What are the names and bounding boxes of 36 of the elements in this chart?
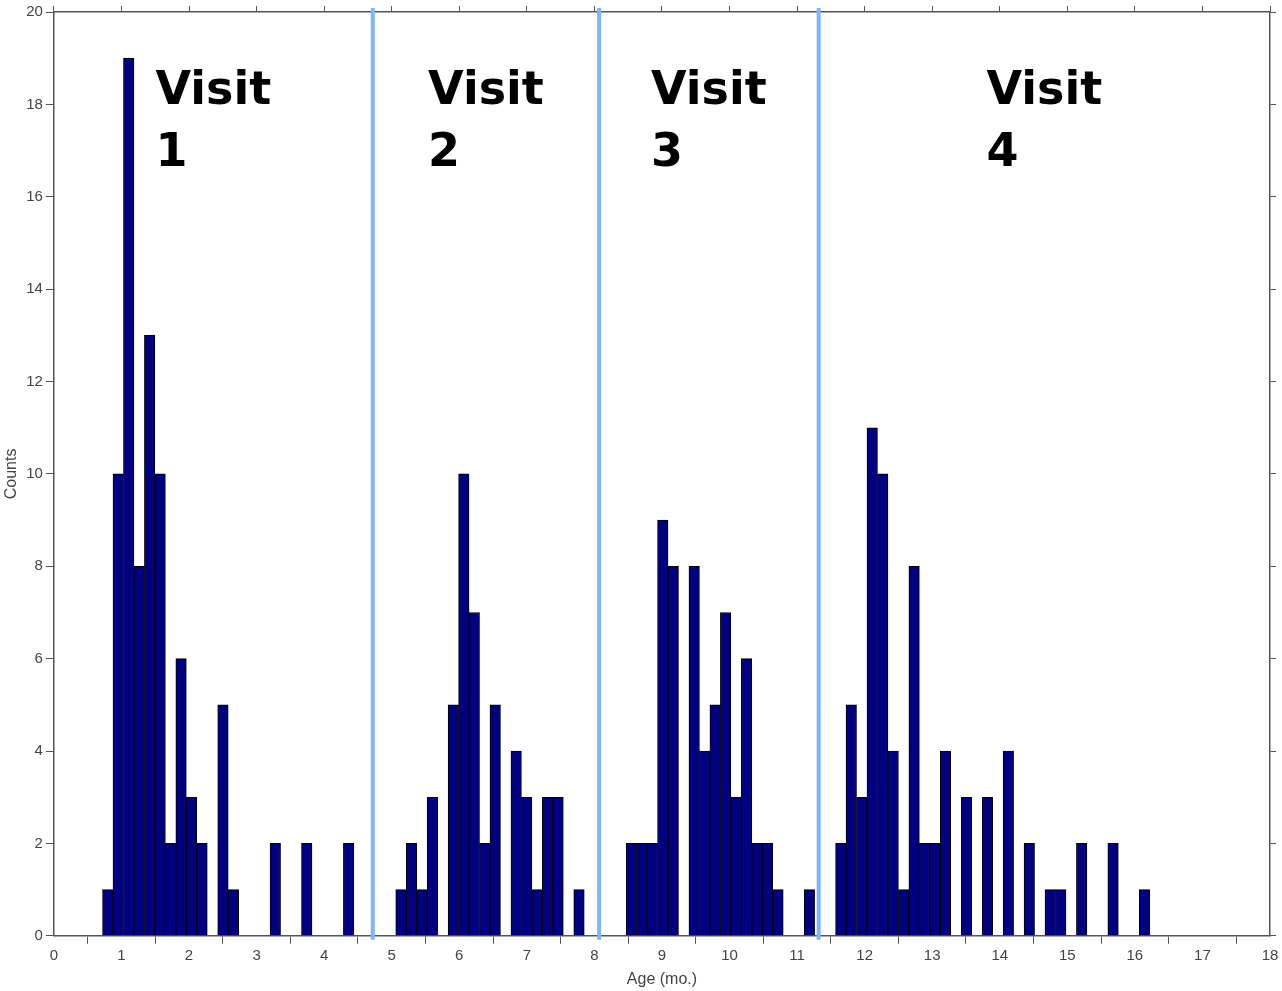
x-tick-label: 15: [1058, 945, 1076, 963]
x-tick-label: 12: [856, 945, 873, 963]
y-tick-label: 20: [26, 2, 43, 20]
y-tick-label: 12: [26, 371, 43, 389]
x-tick-label: 16: [1126, 945, 1144, 963]
x-tick-label: 11: [789, 945, 805, 963]
annotation: Visit 1: [155, 60, 272, 177]
y-tick-label: 6: [34, 648, 43, 666]
x-tick-label: 8: [590, 945, 599, 963]
annotation: Visit 3: [651, 60, 767, 177]
y-tick-label: 0: [34, 925, 43, 943]
x-tick-label: 2: [184, 945, 194, 963]
annotation: Visit 2: [428, 60, 544, 177]
y-tick-label: 14: [26, 279, 43, 297]
y-tick-label: 4: [34, 741, 43, 759]
x-tick-label: 14: [991, 945, 1009, 963]
x-axis-title: Age (mo.): [626, 969, 698, 987]
x-tick-label: 9: [657, 945, 667, 963]
y-tick-label: 10: [26, 464, 43, 482]
x-tick-label: 4: [319, 945, 329, 963]
x-tick-label: 10: [721, 945, 738, 963]
x-tick-label: 6: [455, 945, 464, 963]
y-tick-label: 18: [26, 94, 43, 112]
x-tick-label: 1: [117, 945, 126, 963]
x-tick-label: 0: [49, 945, 59, 963]
x-tick-label: 13: [923, 945, 941, 963]
x-tick-label: 18: [1261, 945, 1279, 963]
y-tick-label: 8: [34, 556, 43, 574]
x-tick-label: 7: [522, 945, 531, 963]
x-tick-label: 5: [387, 945, 396, 963]
y-tick-label: 2: [34, 833, 43, 851]
y-tick-label: 16: [26, 186, 43, 204]
annotation: Visit 4: [986, 60, 1103, 177]
y-axis-title: Counts: [2, 448, 20, 500]
x-tick-label: 3: [252, 945, 261, 963]
x-tick-label: 17: [1194, 945, 1211, 963]
